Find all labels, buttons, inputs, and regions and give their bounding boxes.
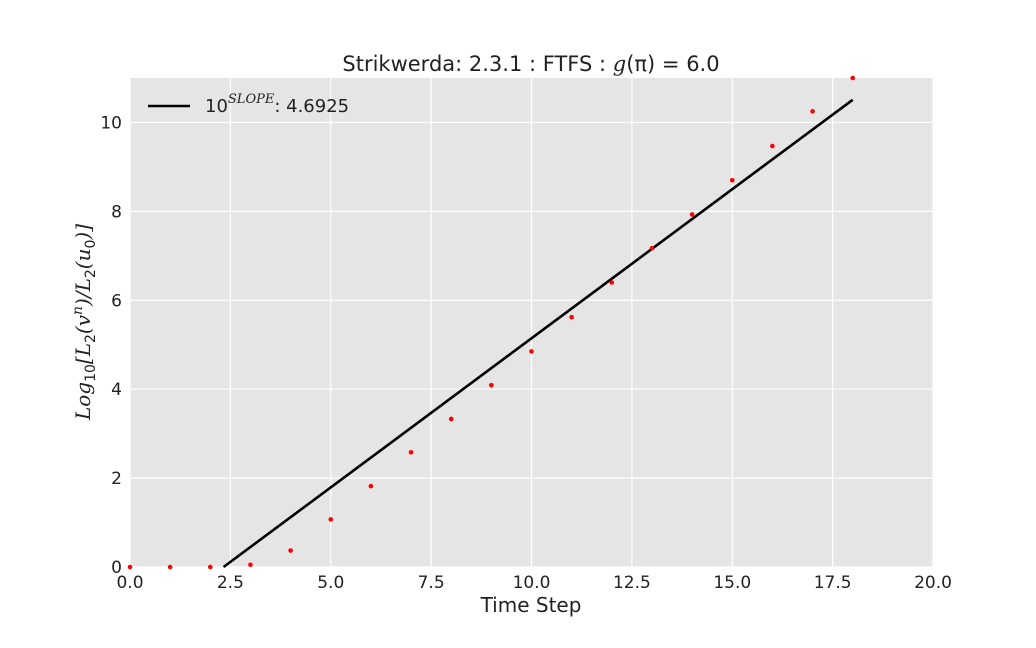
x-axis-ticks: 0.0 2.5 5.0 7.5 10.0 12.5 15.0 17.5 20.0 [116,573,951,593]
x-tick-label: 10.0 [513,573,551,593]
y-tick-label: 0 [111,558,122,578]
x-tick-label: 7.5 [418,573,445,593]
legend-label: 10SLOPE: 4.6925 [205,92,349,117]
y-tick-label: 8 [111,202,122,222]
data-point [529,349,534,354]
ylabel-v: (v [71,314,95,334]
legend-value: : 4.6925 [274,96,349,117]
ylabel-u: (u [71,248,95,269]
data-point [288,548,293,553]
ylabel-l2a: [L [71,343,95,364]
ylabel-l2b-sub: 2 [83,269,99,278]
legend: 10SLOPE: 4.6925 [148,92,349,117]
legend-base: 10 [205,96,228,117]
y-tick-label: 10 [100,113,122,133]
title-suffix: = 6.0 [655,52,719,76]
y-tick-label: 6 [111,291,122,311]
y-tick-label: 4 [111,380,122,400]
x-tick-label: 20.0 [914,573,952,593]
data-point [649,245,655,251]
data-point [368,483,374,489]
data-point [448,416,454,422]
data-point [408,450,414,455]
data-point [489,382,494,388]
x-axis-title: Time Step [480,593,582,617]
title-math: g [613,52,626,76]
x-tick-label: 0.0 [116,573,143,593]
data-point [770,143,775,149]
x-tick-label: 12.5 [613,573,651,593]
y-axis-ticks: 0 2 4 6 8 10 [100,113,122,578]
x-tick-label: 2.5 [217,573,244,593]
ylabel-end: )] [71,224,95,241]
y-tick-label: 2 [111,469,122,489]
grid-lines [129,78,934,568]
title-paren: (π) [626,52,655,76]
ylabel-log: Log [71,382,95,421]
chart-title: Strikwerda: 2.3.1 : FTFS : g(π) = 6.0 [342,52,719,76]
legend-sup: SLOPE [228,92,275,107]
ylabel-l2a-sub: 2 [83,334,99,343]
data-point [127,564,133,570]
data-point [810,109,815,114]
fit-line [222,98,854,569]
ylabel-v-sup: n [70,306,86,315]
x-tick-label: 15.0 [713,573,751,593]
x-tick-label: 17.5 [814,573,852,593]
data-point [850,75,855,81]
ylabel-mid: )/L [71,278,95,307]
data-point [328,517,334,522]
data-point [208,564,213,570]
ylabel-log-sub: 10 [83,364,99,382]
data-point [689,212,695,217]
data-point [167,564,173,570]
x-tick-label: 5.0 [317,573,344,593]
fit-line-group [222,98,854,569]
title-prefix: Strikwerda: 2.3.1 : FTFS : [342,52,612,76]
data-point [729,177,735,183]
data-point [609,280,615,285]
data-points [127,75,855,570]
ylabel-u-sub: 0 [83,240,99,249]
y-axis-title: Log10[L2(vn)/L2(u0)] [70,224,99,421]
data-point [569,314,574,320]
data-point [248,562,253,568]
